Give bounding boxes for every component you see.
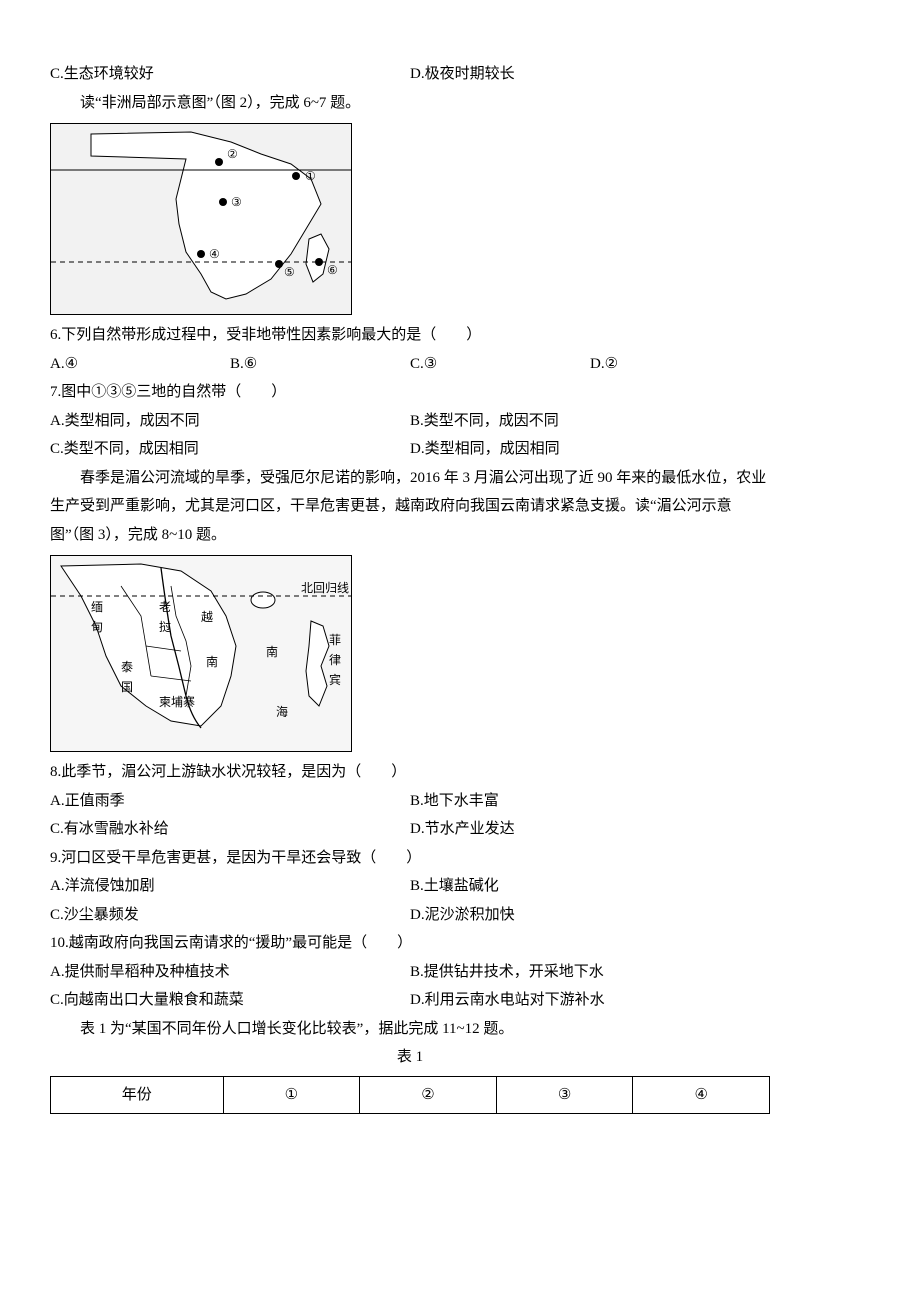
- svg-text:挝: 挝: [159, 620, 171, 634]
- q9-opt-d: D.泥沙淤积加快: [410, 901, 770, 930]
- table1-h2: ②: [360, 1076, 497, 1114]
- q6-opt-b: B.⑥: [230, 350, 410, 379]
- svg-text:宾: 宾: [329, 672, 341, 687]
- q10-options-ab: A.提供耐旱稻种及种植技术 B.提供钻井技术，开采地下水: [50, 958, 770, 987]
- svg-text:柬埔寨: 柬埔寨: [159, 694, 195, 709]
- svg-text:南: 南: [206, 654, 218, 669]
- passage-table: 表 1 为“某国不同年份人口增长变化比较表”，据此完成 11~12 题。: [50, 1015, 770, 1044]
- table1-h4: ④: [633, 1076, 770, 1114]
- q6-opt-d: D.②: [590, 350, 770, 379]
- svg-text:北回归线: 北回归线: [301, 581, 349, 595]
- svg-text:缅: 缅: [91, 600, 103, 614]
- q9-opt-c: C.沙尘暴频发: [50, 901, 410, 930]
- q8-opt-a: A.正值雨季: [50, 787, 410, 816]
- q8-opt-b: B.地下水丰富: [410, 787, 770, 816]
- q10-options-cd: C.向越南出口大量粮食和蔬菜 D.利用云南水电站对下游补水: [50, 986, 770, 1015]
- svg-text:③: ③: [231, 195, 242, 209]
- q8-options-ab: A.正值雨季 B.地下水丰富: [50, 787, 770, 816]
- svg-text:甸: 甸: [91, 620, 103, 634]
- q7-opt-a: A.类型相同，成因不同: [50, 407, 410, 436]
- q9-options-cd: C.沙尘暴频发 D.泥沙淤积加快: [50, 901, 770, 930]
- q7-options-cd: C.类型不同，成因相同 D.类型相同，成因相同: [50, 435, 770, 464]
- q6-options: A.④ B.⑥ C.③ D.②: [50, 350, 770, 379]
- passage-africa: 读“非洲局部示意图”（图 2），完成 6~7 题。: [50, 89, 770, 118]
- q7-stem: 7.图中①③⑤三地的自然带（ ）: [50, 378, 770, 407]
- q10-stem: 10.越南政府向我国云南请求的“援助”最可能是（ ）: [50, 929, 770, 958]
- table-row: 年份 ① ② ③ ④: [51, 1076, 770, 1114]
- figure-mekong: 北回归线 缅甸 老挝 越南 泰国 柬埔寨 南 海 菲律宾: [50, 555, 352, 752]
- q8-opt-d: D.节水产业发达: [410, 815, 770, 844]
- q9-opt-b: B.土壤盐碱化: [410, 872, 770, 901]
- q10-opt-d: D.利用云南水电站对下游补水: [410, 986, 770, 1015]
- q10-opt-c: C.向越南出口大量粮食和蔬菜: [50, 986, 410, 1015]
- q7-opt-c: C.类型不同，成因相同: [50, 435, 410, 464]
- svg-text:海: 海: [276, 704, 288, 719]
- q9-stem: 9.河口区受干旱危害更甚，是因为干旱还会导致（ ）: [50, 844, 770, 873]
- q7-opt-b: B.类型不同，成因不同: [410, 407, 770, 436]
- svg-text:越: 越: [201, 610, 213, 624]
- q6-opt-c: C.③: [410, 350, 590, 379]
- svg-text:⑥: ⑥: [327, 263, 338, 277]
- q6-opt-a: A.④: [50, 350, 230, 379]
- svg-text:④: ④: [209, 247, 220, 261]
- q8-stem: 8.此季节，湄公河上游缺水状况较轻，是因为（ ）: [50, 758, 770, 787]
- passage-mekong: 春季是湄公河流域的旱季，受强厄尔尼诺的影响，2016 年 3 月湄公河出现了近 …: [50, 464, 770, 550]
- q10-opt-b: B.提供钻井技术，开采地下水: [410, 958, 770, 987]
- table1-h1: ①: [223, 1076, 360, 1114]
- q6-stem: 6.下列自然带形成过程中，受非地带性因素影响最大的是（ ）: [50, 321, 770, 350]
- q8-opt-c: C.有冰雪融水补给: [50, 815, 410, 844]
- svg-text:菲: 菲: [329, 633, 341, 647]
- table1: 年份 ① ② ③ ④: [50, 1076, 770, 1115]
- table1-h0: 年份: [51, 1076, 224, 1114]
- q5-opt-d: D.极夜时期较长: [410, 60, 770, 89]
- svg-text:⑤: ⑤: [284, 265, 295, 279]
- table1-h3: ③: [496, 1076, 633, 1114]
- q7-options-ab: A.类型相同，成因不同 B.类型不同，成因不同: [50, 407, 770, 436]
- q7-opt-d: D.类型相同，成因相同: [410, 435, 770, 464]
- svg-text:律: 律: [329, 653, 341, 667]
- q5-options-cd: C.生态环境较好 D.极夜时期较长: [50, 60, 770, 89]
- q8-options-cd: C.有冰雪融水补给 D.节水产业发达: [50, 815, 770, 844]
- table1-caption: 表 1: [50, 1043, 770, 1072]
- svg-text:②: ②: [227, 147, 238, 161]
- svg-text:国: 国: [121, 680, 133, 694]
- figure-africa: ① ② ③ ④ ⑤ ⑥: [50, 123, 352, 315]
- q9-opt-a: A.洋流侵蚀加剧: [50, 872, 410, 901]
- q5-opt-c: C.生态环境较好: [50, 60, 410, 89]
- svg-text:老: 老: [159, 600, 171, 614]
- svg-text:泰: 泰: [121, 660, 133, 674]
- q10-opt-a: A.提供耐旱稻种及种植技术: [50, 958, 410, 987]
- q9-options-ab: A.洋流侵蚀加剧 B.土壤盐碱化: [50, 872, 770, 901]
- svg-text:①: ①: [305, 169, 316, 183]
- svg-text:南: 南: [266, 644, 278, 659]
